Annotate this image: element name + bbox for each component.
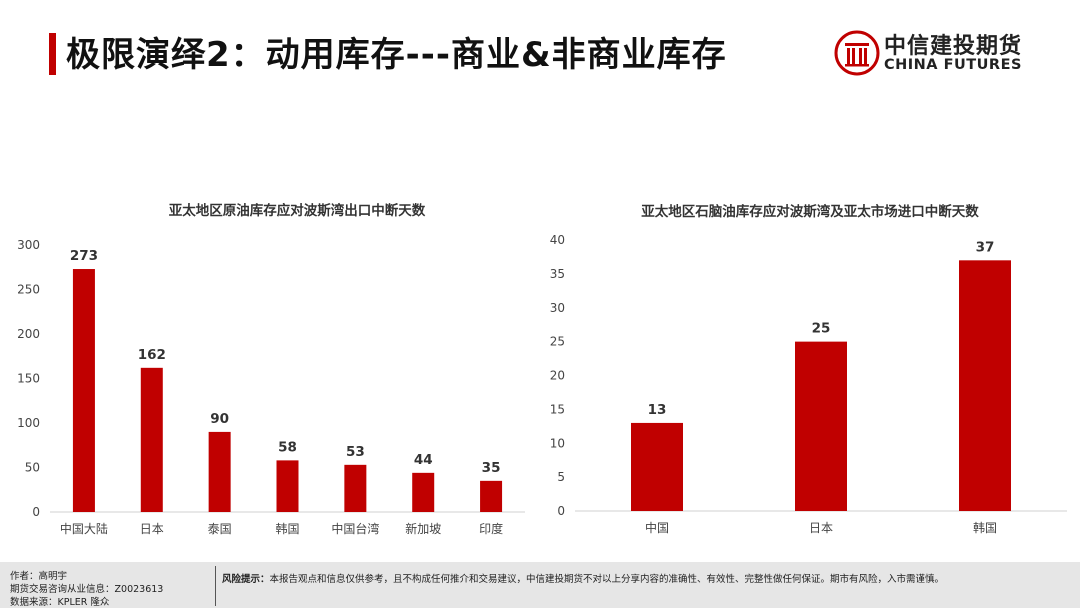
data-label: 53 [346, 444, 365, 460]
data-label: 13 [648, 402, 667, 418]
y-tick-label: 100 [17, 416, 40, 430]
crude-oil-chart: 亚太地区原油库存应对波斯湾出口中断天数 0 50 100 150 200 250 300 273… [10, 195, 530, 545]
y-tick-label: 35 [550, 267, 565, 281]
y-tick-label: 15 [550, 402, 565, 416]
bar [412, 472, 435, 512]
bar [959, 260, 1011, 511]
naphtha-chart: 亚太地区石脑油库存应对波斯湾及亚太市场进口中断天数 0 5 10 15 20 25 30 35 4… [540, 195, 1080, 545]
data-label: 35 [482, 460, 501, 476]
bar [631, 422, 683, 511]
y-tick-label: 10 [550, 436, 565, 450]
logo-text-en: CHINA FUTURES [884, 57, 1022, 73]
bar [344, 464, 367, 512]
license-label: 期货交易咨询从业信息： [10, 584, 115, 595]
data-label: 44 [414, 452, 433, 468]
y-tick-label: 200 [17, 327, 40, 341]
naphtha-chart-svg: 亚太地区石脑油库存应对波斯湾及亚太市场进口中断天数 0 5 10 15 20 25 30 35 4… [550, 203, 1067, 535]
license-number: Z0023613 [114, 584, 164, 595]
title-accent-bar [49, 33, 56, 75]
crude-oil-chart-svg: 亚太地区原油库存应对波斯湾出口中断天数 0 50 100 150 200 250 300 273… [17, 202, 525, 536]
x-tick-label: 日本 [140, 522, 164, 536]
x-tick-label: 中国大陆 [60, 521, 108, 536]
risk-disclaimer: 风险提示：本报告观点和信息仅供参考，且不构成任何推介和交易建议，中信建投期货不对… [222, 571, 944, 585]
bar [480, 480, 503, 512]
logo-emblem-icon [834, 30, 880, 76]
y-tick-label: 0 [557, 504, 565, 518]
y-tick-label: 300 [17, 238, 40, 252]
y-tick-label: 5 [557, 470, 565, 484]
bar [276, 460, 299, 512]
y-tick-label: 30 [550, 301, 565, 315]
x-tick-label: 韩国 [973, 520, 997, 535]
data-source: KPLER 隆众 [57, 597, 110, 608]
x-tick-label: 中国 [645, 520, 669, 535]
bar [795, 341, 847, 511]
source-label: 数据来源： [10, 597, 58, 608]
data-label: 25 [812, 321, 831, 337]
y-tick-label: 50 [25, 461, 40, 475]
x-tick-label: 印度 [479, 521, 503, 536]
footer: 作者：高明宇 期货交易咨询从业信息：Z0023613 数据来源：KPLER 隆众… [0, 562, 1080, 608]
bar [208, 431, 231, 512]
page-title: 极限演绎2：动用库存---商业&非商业库存 [66, 35, 727, 75]
data-label: 273 [70, 248, 98, 264]
company-logo: 中信建投期货 CHINA FUTURES [834, 28, 1034, 78]
x-tick-label: 韩国 [275, 521, 299, 536]
x-tick-label: 日本 [809, 521, 833, 535]
bar [140, 367, 163, 512]
y-tick-label: 150 [17, 372, 40, 386]
author-name: 高明宇 [38, 571, 68, 582]
logo-text-cn: 中信建投期货 [884, 34, 1023, 59]
y-tick-label: 250 [17, 283, 40, 297]
y-tick-label: 40 [550, 233, 565, 247]
x-tick-label: 中国台湾 [331, 521, 379, 536]
footer-author-block: 作者：高明宇 期货交易咨询从业信息：Z0023613 数据来源：KPLER 隆众 [10, 570, 163, 609]
footer-divider [215, 566, 216, 606]
bar [72, 269, 95, 512]
data-label: 58 [278, 439, 297, 455]
data-label: 162 [138, 347, 166, 363]
risk-text: 本报告观点和信息仅供参考，且不构成任何推介和交易建议，中信建投期货不对以上分享内… [269, 574, 945, 585]
y-tick-label: 20 [550, 369, 565, 383]
chart-title: 亚太地区石脑油库存应对波斯湾及亚太市场进口中断天数 [641, 203, 979, 220]
y-tick-label: 25 [550, 335, 565, 349]
data-label: 37 [976, 239, 995, 255]
author-label: 作者： [10, 571, 39, 582]
x-tick-label: 泰国 [208, 522, 232, 536]
x-tick-label: 新加坡 [405, 521, 441, 536]
risk-label: 风险提示： [222, 574, 270, 585]
y-tick-label: 0 [32, 505, 40, 519]
chart-title: 亚太地区原油库存应对波斯湾出口中断天数 [169, 202, 426, 219]
data-label: 90 [210, 411, 229, 427]
